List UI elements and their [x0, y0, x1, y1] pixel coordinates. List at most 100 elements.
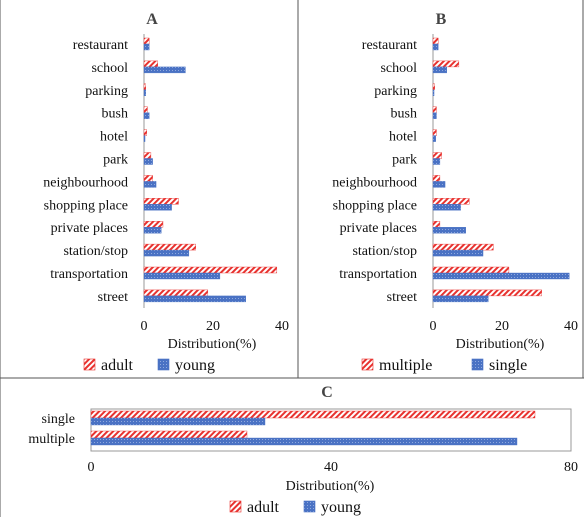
x-tick-label: 80: [564, 460, 578, 475]
category-label-station-stop: station/stop: [63, 244, 128, 259]
bar-young-restaurant: [143, 43, 150, 51]
bar-single-shopping-place: [432, 204, 461, 211]
bar-multiple-hotel: [432, 129, 437, 136]
bar-young-street: [143, 295, 246, 303]
legend-label-multiple: multiple: [379, 357, 432, 374]
x-axis-label: Distribution(%): [456, 337, 545, 352]
category-label-neighbourhood: neighbourhood: [332, 175, 417, 190]
category-label-restaurant: restaurant: [362, 38, 417, 53]
category-label-restaurant: restaurant: [73, 38, 128, 53]
bar-young-private-places: [143, 226, 162, 234]
legend-label-young: young: [175, 357, 215, 374]
legend-swatch-young: [303, 500, 316, 513]
legend: adult young: [83, 357, 215, 374]
legend-swatch-adult: [83, 358, 96, 371]
bar-multiple-school: [432, 60, 460, 68]
x-tick-label: 0: [141, 319, 148, 334]
bar-multiple-private-places: [432, 220, 441, 228]
bar-single-school: [432, 66, 448, 74]
bar-single-park: [432, 158, 441, 165]
bar-single-bush: [432, 112, 437, 119]
x-tick-label: 20: [495, 319, 509, 334]
category-label-bush: bush: [102, 107, 128, 122]
bar-adult-private-places: [143, 220, 164, 228]
category-label-transportation: transportation: [339, 267, 417, 282]
legend-label-adult: adult: [247, 499, 280, 516]
bar-adult-station-stop: [143, 243, 196, 251]
legend-label-young: young: [321, 499, 361, 516]
panel-title: A: [146, 11, 158, 28]
category-label-school: school: [91, 61, 128, 76]
bar-multiple-station-stop: [432, 243, 494, 251]
panel-title: B: [436, 11, 447, 28]
x-tick-label: 0: [430, 319, 437, 334]
bar-young-station-stop: [143, 249, 190, 257]
bar-multiple-park: [432, 152, 442, 159]
category-label-single: single: [42, 412, 75, 427]
legend: multiple single: [361, 357, 527, 374]
bar-adult-shopping-place: [143, 198, 179, 205]
category-label-parking: parking: [85, 84, 128, 99]
bar-adult-single: [90, 410, 536, 419]
x-tick-label: 0: [88, 460, 95, 475]
bar-adult-restaurant: [143, 37, 150, 45]
category-label-parking: parking: [374, 84, 417, 99]
x-tick-label: 40: [275, 319, 289, 334]
bar-adult-street: [143, 289, 209, 297]
category-label-private-places: private places: [340, 221, 417, 236]
bar-young-hotel: [143, 135, 146, 142]
x-axis-label: Distribution(%): [286, 479, 375, 494]
category-label-park: park: [103, 153, 128, 168]
bar-multiple-shopping-place: [432, 198, 470, 205]
category-label-school: school: [380, 61, 417, 76]
bar-adult-multiple: [90, 430, 248, 439]
bar-single-restaurant: [432, 43, 439, 51]
x-tick-label: 40: [324, 460, 338, 475]
category-label-transportation: transportation: [50, 267, 128, 282]
category-label-hotel: hotel: [389, 130, 417, 145]
category-label-station-stop: station/stop: [352, 244, 417, 259]
bar-multiple-transportation: [432, 266, 510, 274]
bar-single-station-stop: [432, 249, 484, 257]
legend-swatch-adult: [229, 500, 242, 513]
legend: adult young: [229, 499, 361, 516]
bar-adult-hotel: [143, 129, 147, 136]
category-label-street: street: [387, 290, 417, 305]
bar-adult-parking: [143, 83, 146, 91]
legend-swatch-single: [471, 358, 484, 371]
legend-swatch-young: [157, 358, 170, 371]
bar-adult-transportation: [143, 266, 278, 274]
bar-multiple-street: [432, 289, 542, 297]
bar-young-parking: [143, 89, 146, 97]
category-label-private-places: private places: [51, 221, 128, 236]
legend-swatch-multiple: [361, 358, 374, 371]
bar-single-street: [432, 295, 489, 303]
bar-young-single: [90, 417, 266, 426]
legend-label-single: single: [489, 357, 527, 374]
bar-young-neighbourhood: [143, 181, 157, 188]
bar-young-bush: [143, 112, 150, 119]
category-label-multiple: multiple: [28, 432, 75, 447]
category-label-park: park: [392, 153, 417, 168]
panel-title: C: [321, 384, 333, 401]
bar-adult-bush: [143, 106, 148, 113]
bar-single-parking: [432, 89, 435, 97]
bar-multiple-parking: [432, 83, 435, 91]
x-axis-label: Distribution(%): [168, 337, 257, 352]
bar-young-multiple: [90, 437, 518, 446]
bar-multiple-neighbourhood: [432, 175, 441, 182]
bar-single-neighbourhood: [432, 181, 446, 188]
category-label-neighbourhood: neighbourhood: [43, 175, 128, 190]
bar-multiple-restaurant: [432, 37, 439, 45]
bar-young-school: [143, 66, 186, 74]
bar-single-private-places: [432, 226, 466, 234]
bar-young-transportation: [143, 272, 221, 280]
bar-single-hotel: [432, 135, 436, 142]
